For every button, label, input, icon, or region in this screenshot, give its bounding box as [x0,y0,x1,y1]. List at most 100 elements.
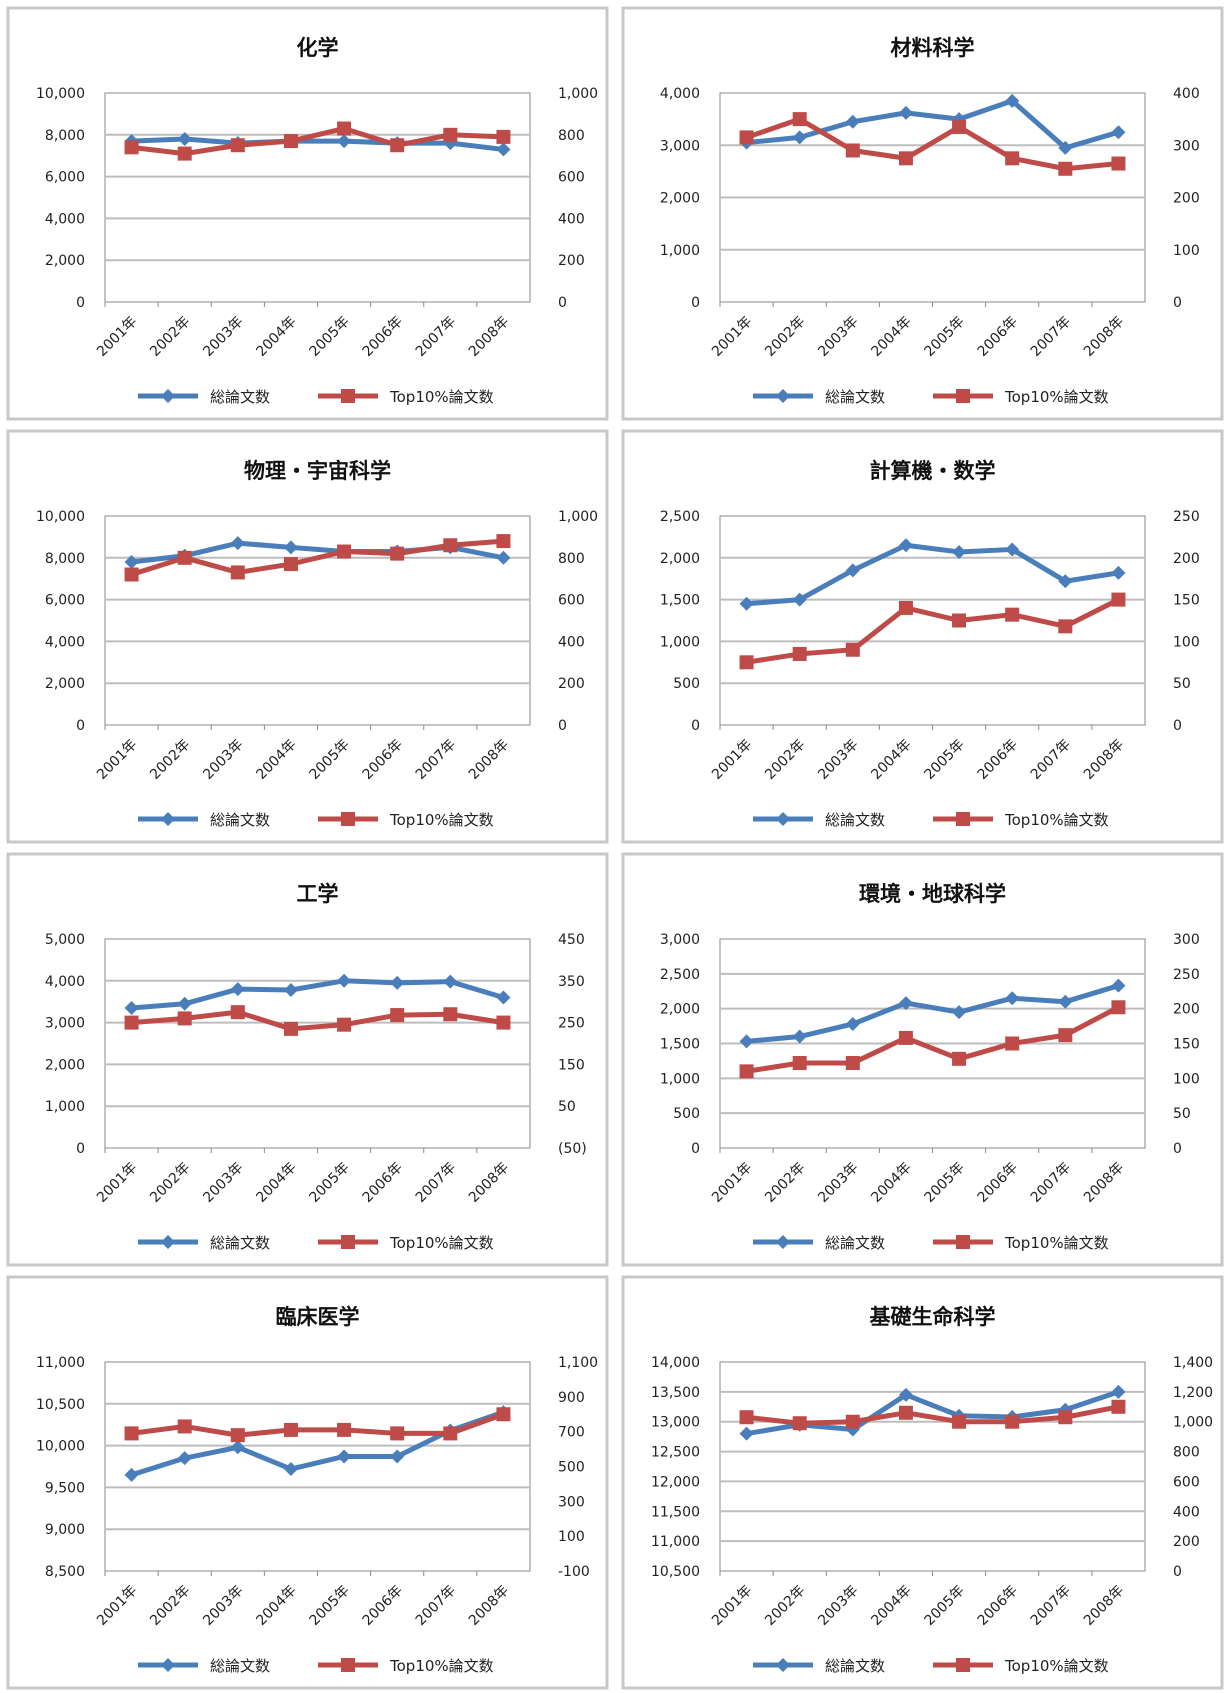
x-tick-label: 2001年 [94,737,140,783]
y-tick-label-right: 300 [558,1494,585,1510]
y-tick-label-left: 10,000 [36,1439,85,1455]
legend-marker-top10 [341,389,355,403]
data-point-total [1111,125,1126,140]
plot-area [104,92,531,303]
y-tick-label-left: 10,000 [36,86,85,102]
y-tick-label-right: 50 [1173,676,1191,692]
y-tick-label-right: -100 [558,1564,590,1580]
data-point-total [337,973,352,988]
legend-marker-top10 [956,1658,970,1672]
legend-marker-total [776,389,790,403]
y-tick-label-right: 0 [1173,295,1182,311]
plot-area [104,938,531,1149]
y-tick-label-right: 250 [1173,967,1200,983]
series-line-top10 [131,1411,505,1438]
x-tick-label: 2002年 [762,1160,808,1206]
y-tick-label-right: 1,100 [558,1355,598,1371]
x-tick-label: 2006年 [975,314,1021,360]
y-tick-label-right: 1,400 [1173,1355,1213,1371]
x-tick-label: 2001年 [709,737,755,783]
panel-frame [621,429,1224,844]
y-tick-label-left: 2,500 [660,509,700,525]
data-point-top10 [443,1426,458,1441]
data-point-top10 [177,550,192,565]
x-tick-label: 2005年 [921,1160,967,1206]
data-point-top10 [390,546,405,561]
x-tick-label: 2001年 [94,1160,140,1206]
y-tick-label-left: 0 [76,295,85,311]
y-tick-label-right: 200 [1173,551,1200,567]
y-tick-label-right: 200 [558,253,585,269]
data-point-total [898,538,913,553]
x-tick-label: 2007年 [1028,737,1074,783]
data-point-total [177,996,192,1011]
x-tick-label: 2002年 [147,314,193,360]
data-point-top10 [1058,161,1073,176]
series-line-top10 [746,1005,1120,1074]
series-line-total [746,98,1120,151]
x-tick-label: 2002年 [762,737,808,783]
data-point-top10 [496,129,511,144]
x-tick-label: 2008年 [1081,314,1127,360]
x-tick-label: 2007年 [413,1583,459,1629]
data-point-top10 [952,1051,967,1066]
x-tick-label: 2004年 [868,314,914,360]
legend-marker-total [161,1658,175,1672]
legend-marker-top10 [956,1235,970,1249]
legend-marker-total [161,1235,175,1249]
panel-frame [621,852,1224,1267]
x-tick-label: 2002年 [147,1583,193,1629]
y-tick-label-right: 400 [558,211,585,227]
data-point-top10 [845,642,860,657]
x-tick-label: 2008年 [466,1160,512,1206]
y-tick-label-right: 200 [1173,1534,1200,1550]
x-tick-label: 2001年 [94,1583,140,1629]
y-tick-label-right: 1,000 [558,86,598,102]
legend-label-top10: Top10%論文数 [1004,1657,1109,1675]
y-tick-label-left: 10,500 [651,1564,700,1580]
series-line-top10 [131,126,504,157]
y-tick-label-left: 6,000 [45,593,85,609]
y-tick-label-left: 2,500 [660,967,700,983]
data-point-top10 [845,143,860,158]
data-point-total [124,1467,139,1482]
data-point-top10 [496,1015,511,1030]
y-tick-label-left: 0 [691,1141,700,1157]
panel-frame [6,429,609,844]
legend-label-total: 総論文数 [825,388,885,406]
y-tick-label-left: 12,000 [651,1474,700,1490]
data-point-top10 [792,1056,807,1071]
legend-marker-total [161,812,175,826]
data-point-top10 [952,119,967,134]
y-tick-label-left: 2,000 [660,1002,700,1018]
x-tick-label: 2007年 [1028,314,1074,360]
y-tick-label-left: 11,000 [36,1355,85,1371]
data-point-total [1005,991,1020,1006]
y-tick-label-left: 8,000 [45,551,85,567]
y-tick-label-left: 11,500 [651,1504,700,1520]
y-tick-label-left: 0 [76,1141,85,1157]
data-point-total [1058,140,1073,155]
x-tick-label: 2006年 [360,737,406,783]
data-point-total [496,142,511,157]
x-tick-label: 2004年 [253,1160,299,1206]
y-tick-label-right: 900 [558,1390,585,1406]
x-tick-label: 2001年 [94,314,140,360]
y-tick-label-left: 4,000 [45,974,85,990]
y-tick-label-right: 1,000 [1173,1415,1213,1431]
chart-panel: 計算機・数学 0 500 1,000 1,500 2,000 2,500 0 50 100 150 2… [615,423,1230,846]
x-tick-label: 2005年 [306,314,352,360]
data-point-top10 [496,534,511,549]
panel-frame [621,6,1224,421]
y-tick-label-right: 200 [1173,1002,1200,1018]
x-tick-label: 2004年 [253,1583,299,1629]
series-line-top10 [130,538,504,577]
y-tick-label-right: 500 [558,1460,585,1476]
data-point-top10 [898,600,913,615]
y-tick-label-right: 400 [558,634,585,650]
legend-label-total: 総論文数 [825,811,885,829]
x-tick-label: 2007年 [1028,1160,1074,1206]
y-tick-label-left: 0 [691,295,700,311]
legend-marker-total [776,1235,790,1249]
y-tick-label-right: 100 [1173,634,1200,650]
